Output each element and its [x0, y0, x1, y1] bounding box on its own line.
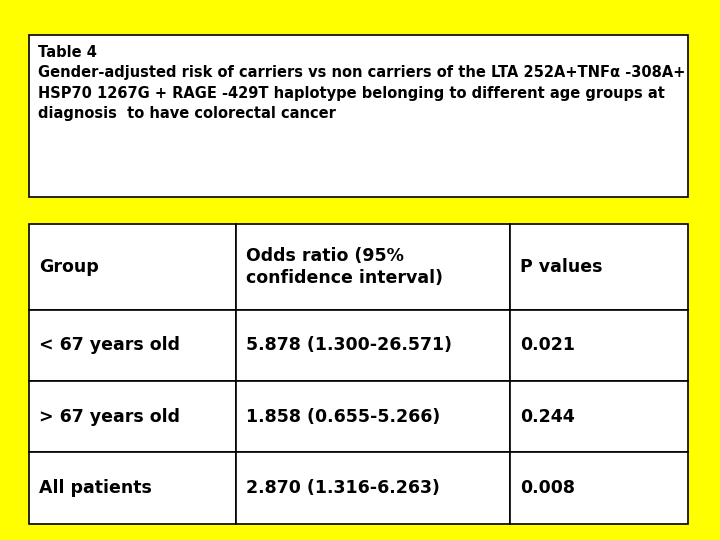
FancyBboxPatch shape — [236, 381, 510, 452]
Text: Table 4
Gender-adjusted risk of carriers vs non carriers of the LTA 252A+TNFα -3: Table 4 Gender-adjusted risk of carriers… — [38, 45, 685, 121]
Text: 0.244: 0.244 — [520, 408, 575, 426]
Text: Group: Group — [39, 258, 99, 276]
Text: P values: P values — [520, 258, 603, 276]
Text: > 67 years old: > 67 years old — [39, 408, 180, 426]
FancyBboxPatch shape — [510, 224, 688, 309]
FancyBboxPatch shape — [29, 381, 236, 452]
FancyBboxPatch shape — [510, 452, 688, 524]
Text: 2.870 (1.316-6.263): 2.870 (1.316-6.263) — [246, 479, 440, 497]
FancyBboxPatch shape — [510, 309, 688, 381]
FancyBboxPatch shape — [29, 35, 688, 197]
Text: 1.858 (0.655-5.266): 1.858 (0.655-5.266) — [246, 408, 441, 426]
Text: 0.021: 0.021 — [520, 336, 575, 354]
Text: < 67 years old: < 67 years old — [39, 336, 180, 354]
FancyBboxPatch shape — [29, 224, 236, 309]
Text: All patients: All patients — [39, 479, 152, 497]
Text: 5.878 (1.300-26.571): 5.878 (1.300-26.571) — [246, 336, 452, 354]
FancyBboxPatch shape — [236, 224, 510, 309]
Text: 0.008: 0.008 — [520, 479, 575, 497]
FancyBboxPatch shape — [236, 309, 510, 381]
FancyBboxPatch shape — [29, 309, 236, 381]
FancyBboxPatch shape — [510, 381, 688, 452]
FancyBboxPatch shape — [236, 452, 510, 524]
FancyBboxPatch shape — [29, 452, 236, 524]
Text: Odds ratio (95%
confidence interval): Odds ratio (95% confidence interval) — [246, 247, 444, 287]
